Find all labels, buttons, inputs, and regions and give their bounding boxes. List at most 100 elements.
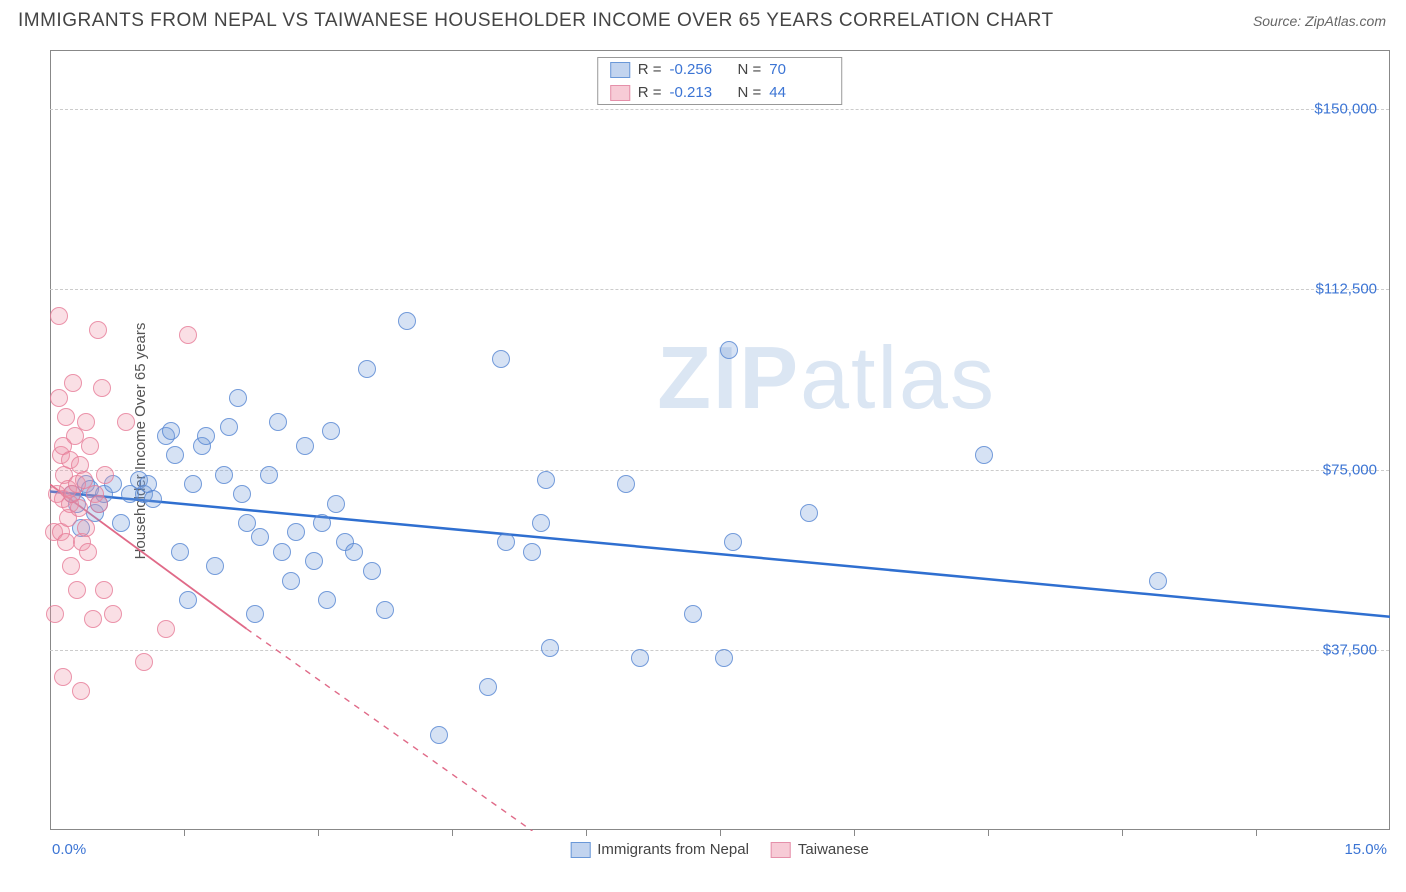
nepal-point [479,678,497,696]
legend-swatch-blue [610,62,630,78]
taiwanese-point [79,543,97,561]
nepal-point [430,726,448,744]
taiwanese-point [46,605,64,623]
legend-swatch-pink [771,842,791,858]
nepal-point [238,514,256,532]
nepal-point [327,495,345,513]
nepal-point [229,389,247,407]
x-tick [184,830,185,836]
nepal-point [532,514,550,532]
taiwanese-point [77,519,95,537]
taiwanese-point [95,581,113,599]
taiwanese-point [77,413,95,431]
taiwanese-point [90,495,108,513]
nepal-point [497,533,515,551]
nepal-point [318,591,336,609]
nepal-point [975,446,993,464]
nepal-point [296,437,314,455]
nepal-point [345,543,363,561]
x-axis-min-label: 0.0% [52,841,86,858]
taiwanese-point [50,389,68,407]
taiwanese-point [70,499,88,517]
nepal-point [112,514,130,532]
legend-item: Immigrants from Nepal [570,841,749,858]
legend-item: Taiwanese [771,841,869,858]
taiwanese-point [157,620,175,638]
taiwanese-point [84,610,102,628]
nepal-point [246,605,264,623]
nepal-point [162,422,180,440]
source-value: ZipAtlas.com [1305,13,1386,29]
taiwanese-point [62,557,80,575]
r-value: -0.256 [670,61,730,78]
x-tick [988,830,989,836]
nepal-point [282,572,300,590]
nepal-point [166,446,184,464]
nepal-point [260,466,278,484]
nepal-point [631,649,649,667]
nepal-point [144,490,162,508]
nepal-point [287,523,305,541]
x-tick [452,830,453,836]
nepal-point [206,557,224,575]
nepal-point [800,504,818,522]
nepal-point [398,312,416,330]
r-label: R = [638,61,662,78]
nepal-point [215,466,233,484]
legend-swatch-blue [570,842,590,858]
nepal-point [720,341,738,359]
n-value: 70 [769,61,829,78]
source-attribution: Source: ZipAtlas.com [1253,13,1386,29]
taiwanese-point [89,321,107,339]
points-layer [50,51,1389,830]
nepal-point [715,649,733,667]
x-tick [854,830,855,836]
legend-label: Taiwanese [798,841,869,858]
nepal-point [273,543,291,561]
taiwanese-point [96,466,114,484]
nepal-point [523,543,541,561]
n-label: N = [738,84,762,101]
taiwanese-point [50,307,68,325]
x-tick [318,830,319,836]
nepal-point [313,514,331,532]
nepal-point [358,360,376,378]
taiwanese-point [117,413,135,431]
nepal-point [251,528,269,546]
nepal-point [220,418,238,436]
x-tick [720,830,721,836]
x-axis-max-label: 15.0% [1344,841,1387,858]
stats-legend-row: R =-0.213N =44 [598,81,842,104]
n-label: N = [738,61,762,78]
chart-title: IMMIGRANTS FROM NEPAL VS TAIWANESE HOUSE… [18,10,1054,32]
nepal-point [684,605,702,623]
taiwanese-point [179,326,197,344]
taiwanese-point [68,581,86,599]
nepal-point [305,552,323,570]
stats-legend: R = -0.256 N = 70R = -0.213 N = 44 [597,57,843,105]
bottom-legend: Immigrants from Nepal Taiwanese [570,841,869,858]
nepal-point [233,485,251,503]
nepal-point [184,475,202,493]
nepal-point [541,639,559,657]
taiwanese-point [135,653,153,671]
x-tick [586,830,587,836]
nepal-point [363,562,381,580]
chart-area: ZIPatlas Householder Income Over 65 year… [50,50,1390,830]
nepal-point [197,427,215,445]
nepal-point [537,471,555,489]
taiwanese-point [64,374,82,392]
n-value: 44 [769,84,829,101]
nepal-point [269,413,287,431]
taiwanese-point [93,379,111,397]
nepal-point [376,601,394,619]
legend-swatch-pink [610,85,630,101]
taiwanese-point [57,408,75,426]
nepal-point [1149,572,1167,590]
source-label: Source: [1253,13,1305,29]
nepal-point [179,591,197,609]
r-value: -0.213 [670,84,730,101]
nepal-point [617,475,635,493]
legend-label: Immigrants from Nepal [597,841,749,858]
stats-legend-row: R = -0.256 N = 70 [598,58,842,81]
